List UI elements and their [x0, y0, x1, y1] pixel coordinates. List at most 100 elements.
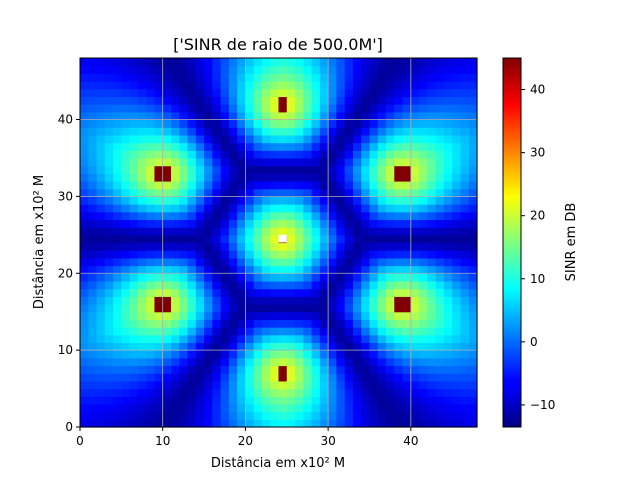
heatmap-cell: [261, 250, 271, 259]
heatmap-cell: [154, 81, 164, 90]
heatmap-cell: [154, 288, 164, 297]
heatmap-cell: [129, 211, 139, 221]
heatmap-cell: [369, 265, 379, 274]
heatmap-cell: [352, 257, 362, 267]
heatmap-cell: [220, 134, 230, 144]
heatmap-cell: [204, 234, 213, 244]
heatmap-cell: [369, 219, 379, 228]
heatmap-cell: [129, 134, 139, 144]
heatmap-cell: [328, 373, 337, 382]
heatmap-cell: [344, 142, 354, 151]
heatmap-cell: [319, 104, 329, 113]
heatmap-cell: [278, 365, 288, 374]
heatmap-cell: [162, 411, 172, 420]
heatmap-cell: [452, 403, 462, 413]
heatmap-cell: [137, 119, 147, 128]
heatmap-cell: [286, 150, 296, 159]
heatmap-cell: [88, 165, 98, 174]
y-axis-label: Distância em x10² M: [32, 175, 47, 309]
heatmap-cell: [113, 119, 122, 128]
heatmap-cell: [344, 204, 354, 213]
heatmap-cell: [336, 111, 346, 121]
heatmap-cell: [270, 65, 280, 74]
heatmap-cell: [137, 134, 147, 144]
heatmap-cell: [195, 380, 205, 390]
heatmap-cell: [427, 373, 437, 382]
heatmap-cell: [295, 304, 304, 313]
heatmap-cell: [195, 58, 205, 67]
heatmap-cell: [311, 319, 321, 328]
heatmap-cell: [452, 142, 462, 151]
heatmap-cell: [468, 242, 478, 251]
heatmap-cell: [187, 419, 197, 428]
heatmap-cell: [121, 411, 131, 420]
heatmap-cell: [361, 250, 371, 259]
heatmap-cell: [154, 327, 164, 336]
heatmap-cell: [270, 288, 280, 297]
heatmap-cell: [121, 304, 131, 313]
heatmap-cell: [377, 219, 387, 228]
heatmap-cell: [443, 327, 453, 336]
heatmap-cell: [204, 319, 213, 328]
heatmap-cell: [88, 157, 98, 167]
heatmap-cell: [96, 196, 106, 205]
heatmap-cell: [435, 419, 445, 428]
heatmap-cell: [352, 65, 362, 74]
heatmap-cell: [129, 327, 139, 336]
heatmap-cell: [311, 142, 321, 151]
heatmap-cell: [328, 119, 337, 128]
heatmap-cell: [352, 396, 362, 405]
heatmap-cell: [220, 327, 230, 336]
heatmap-cell: [270, 111, 280, 121]
heatmap-cell: [220, 319, 230, 328]
heatmap-cell: [179, 142, 189, 151]
heatmap-cell: [369, 403, 379, 413]
heatmap-cell: [419, 111, 428, 121]
heatmap-cell: [352, 373, 362, 382]
heatmap-cell: [361, 273, 371, 282]
heatmap-cell: [162, 111, 172, 121]
heatmap-cell: [460, 311, 470, 320]
heatmap-cell: [386, 373, 395, 382]
heatmap-cell: [460, 188, 470, 197]
heatmap-cell: [452, 211, 462, 221]
heatmap-cell: [311, 188, 321, 197]
heatmap-cell: [137, 304, 147, 313]
heatmap-cell: [162, 342, 172, 351]
heatmap-cell: [237, 411, 247, 420]
heatmap-cell: [435, 242, 445, 251]
heatmap-cell: [278, 273, 288, 282]
heatmap-cell: [261, 296, 271, 305]
heatmap-cell: [336, 204, 346, 213]
heatmap-cell: [460, 388, 470, 397]
heatmap-cell: [121, 181, 131, 190]
heatmap-cell: [344, 250, 354, 259]
heatmap-cell: [336, 127, 346, 136]
heatmap-cell: [187, 227, 197, 236]
heatmap-cell: [179, 327, 189, 336]
heatmap-cell: [377, 73, 387, 82]
heatmap-cell: [410, 204, 420, 213]
heatmap-cell: [336, 327, 346, 336]
heatmap-cell: [278, 65, 288, 74]
heatmap-cell: [452, 58, 462, 67]
heatmap-cell: [295, 165, 304, 174]
heatmap-cell: [303, 311, 313, 320]
heatmap-cell: [286, 58, 296, 67]
heatmap-cell: [261, 58, 271, 67]
heatmap-cell: [245, 288, 255, 297]
heatmap-cell: [104, 204, 114, 213]
heatmap-cell: [419, 319, 428, 328]
heatmap-cell: [88, 88, 98, 98]
heatmap-cell: [212, 296, 222, 305]
heatmap-cell: [113, 296, 122, 305]
heatmap-cell: [88, 204, 98, 213]
heatmap-cell: [402, 157, 412, 167]
heatmap-cell: [311, 73, 321, 82]
heatmap-cell: [468, 311, 478, 320]
heatmap-cell: [220, 304, 230, 313]
heatmap-cell: [162, 288, 172, 297]
heatmap-cell: [228, 350, 238, 359]
heatmap-cell: [303, 242, 313, 251]
heatmap-cell: [204, 365, 213, 374]
